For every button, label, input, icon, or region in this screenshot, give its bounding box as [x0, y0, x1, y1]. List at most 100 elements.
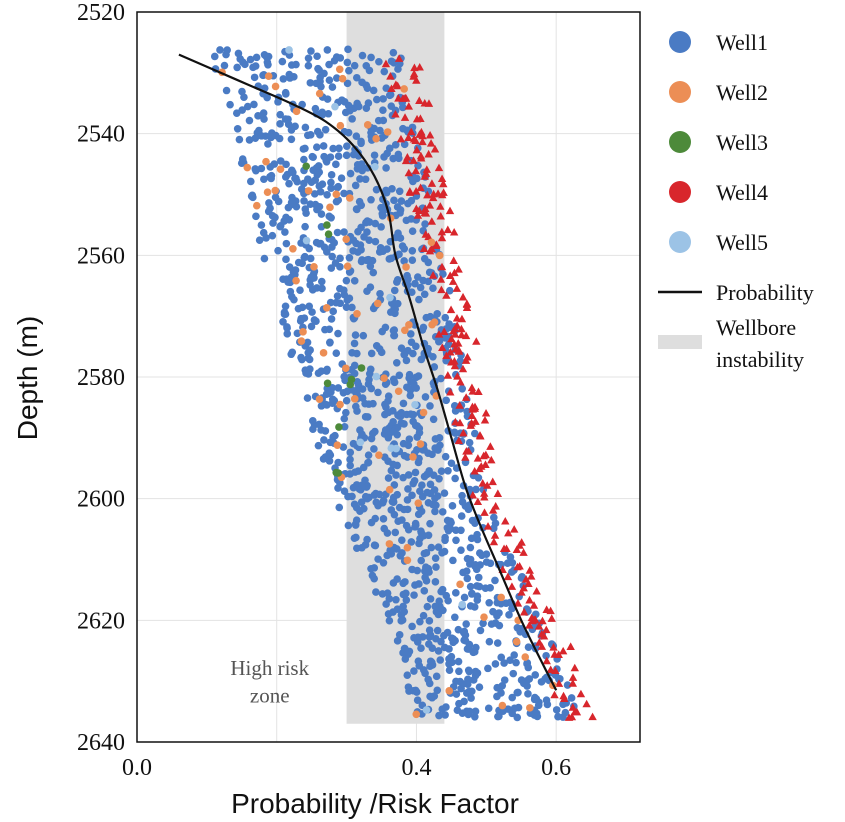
point-well4	[534, 622, 544, 630]
point-well1	[282, 160, 290, 169]
point-well1	[353, 407, 361, 415]
point-well1	[333, 183, 342, 192]
point-well4	[420, 98, 429, 107]
point-well5	[386, 293, 394, 302]
point-well4	[409, 156, 418, 164]
point-well1	[368, 571, 377, 580]
point-well1	[513, 713, 522, 722]
point-well1	[411, 279, 419, 288]
point-well1	[409, 417, 417, 426]
point-well4	[452, 284, 462, 292]
point-well1	[252, 53, 261, 62]
point-well4	[529, 601, 539, 609]
point-well1	[441, 313, 450, 322]
point-well1	[328, 252, 337, 261]
point-well1	[455, 699, 463, 708]
point-well1	[482, 550, 491, 558]
point-well4	[403, 153, 412, 161]
point-well1	[350, 361, 359, 370]
point-well4	[473, 454, 483, 462]
point-well1	[330, 56, 339, 65]
point-well1	[387, 466, 396, 475]
point-well1	[426, 595, 435, 603]
point-well1	[281, 228, 289, 236]
point-well1	[426, 519, 434, 528]
point-well1	[403, 496, 412, 504]
point-well1	[390, 481, 399, 489]
point-well1	[251, 62, 260, 70]
point-well1	[383, 589, 392, 597]
point-well1	[349, 236, 358, 245]
point-well4	[437, 285, 446, 294]
point-well1	[331, 431, 339, 440]
y-tick-label: 2580	[77, 365, 125, 391]
point-well2	[497, 593, 505, 602]
point-well2	[271, 82, 280, 91]
point-well1	[245, 136, 254, 144]
legend-label: Well4	[716, 180, 768, 205]
point-well4	[458, 364, 468, 373]
point-well2	[385, 540, 394, 548]
point-well1	[307, 178, 316, 187]
point-well4	[443, 371, 453, 379]
point-well1	[388, 185, 396, 193]
point-well1	[307, 47, 315, 55]
point-well1	[301, 205, 310, 213]
point-well2	[402, 263, 410, 271]
point-well2	[304, 187, 313, 195]
point-well4	[503, 572, 513, 581]
point-well1	[400, 257, 408, 265]
point-well5	[356, 438, 365, 447]
point-well1	[432, 501, 440, 510]
point-well4	[527, 572, 536, 580]
point-well1	[383, 245, 391, 253]
point-well1	[414, 372, 423, 380]
point-well4	[393, 81, 402, 90]
point-well5	[285, 46, 293, 54]
point-well1	[315, 168, 324, 176]
point-well1	[290, 295, 298, 304]
point-well4	[454, 347, 464, 355]
point-well1	[346, 169, 355, 178]
point-well1	[318, 284, 326, 293]
point-well1	[417, 556, 426, 565]
point-well1	[455, 667, 463, 676]
point-well1	[393, 278, 401, 286]
point-well2	[394, 387, 403, 396]
point-well4	[446, 305, 456, 314]
point-well1	[424, 344, 432, 353]
point-well1	[367, 349, 376, 358]
point-well1	[387, 102, 396, 110]
point-well1	[452, 589, 460, 597]
point-well4	[572, 707, 582, 716]
point-well4	[418, 131, 427, 140]
point-well4	[436, 202, 445, 210]
point-well1	[318, 110, 327, 119]
point-well1	[442, 396, 450, 405]
point-well1	[332, 74, 341, 82]
point-well1	[301, 123, 310, 132]
point-well1	[309, 153, 317, 162]
point-well4	[488, 477, 497, 486]
point-well1	[250, 100, 258, 109]
point-well1	[233, 63, 241, 72]
point-well1	[267, 174, 275, 183]
point-well1	[259, 109, 268, 117]
point-well1	[425, 617, 434, 625]
point-well2	[445, 687, 454, 695]
point-well1	[394, 229, 402, 237]
point-well1	[370, 151, 379, 160]
plot-frame	[136, 11, 641, 743]
legend: Well1 Well2 Well3 Well4 Well5 Probability Well…	[658, 30, 814, 372]
point-well1	[459, 568, 467, 577]
point-well1	[415, 424, 424, 433]
point-well1	[398, 536, 406, 544]
point-well1	[379, 515, 388, 523]
point-well1	[327, 184, 335, 193]
point-well1	[349, 439, 358, 448]
point-well1	[465, 438, 474, 447]
point-well5	[458, 600, 467, 609]
point-well2	[343, 262, 352, 271]
point-well1	[372, 95, 381, 104]
point-well1	[468, 589, 476, 598]
